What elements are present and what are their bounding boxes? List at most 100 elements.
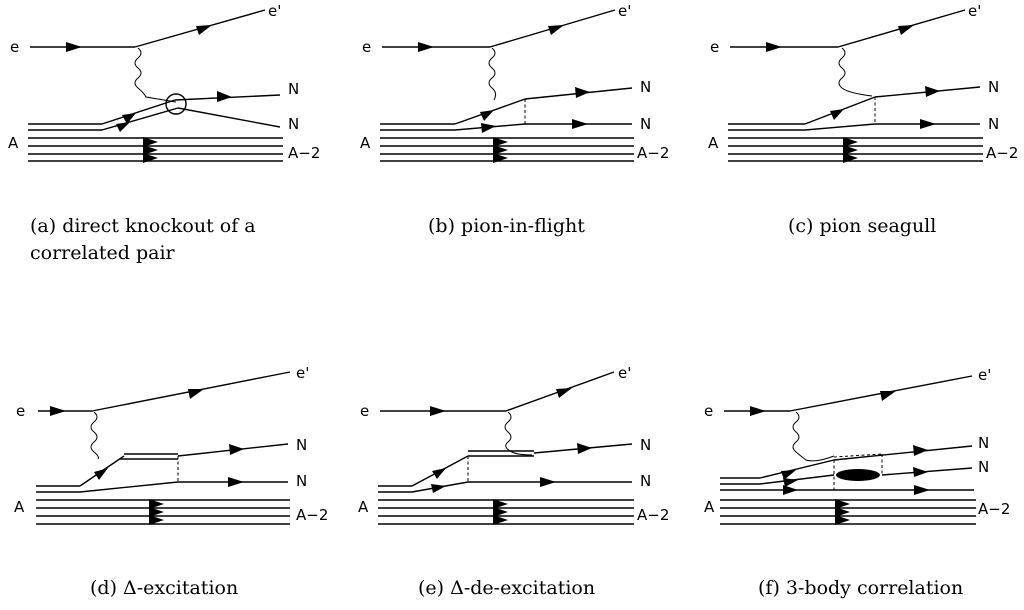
nucleon-3-in-arrow xyxy=(783,485,798,495)
virtual-photon xyxy=(134,47,177,103)
caption-c-line-1: (c) pion seagull xyxy=(788,215,937,237)
label-residual: A−2 xyxy=(986,144,1018,162)
nucleon-1-out-arrow xyxy=(217,91,232,102)
nucleon-1-in-arrow xyxy=(781,470,796,480)
nucleon-2-out-line xyxy=(177,107,281,128)
diagram-a: e e' A N N A−2 xyxy=(8,2,320,163)
caption-d: (d) Δ-excitation xyxy=(90,575,238,602)
label-target: A xyxy=(14,498,25,516)
spectator-arrow-2 xyxy=(143,145,158,155)
nucleon-1-out-line xyxy=(833,445,973,461)
label-nucleon-2: N xyxy=(288,115,299,133)
label-residual: A−2 xyxy=(288,144,320,162)
correlation-dash-top xyxy=(833,453,883,458)
virtual-photon xyxy=(488,47,497,101)
label-beam-in: e xyxy=(710,38,719,56)
label-nucleon-1: N xyxy=(288,80,299,98)
label-beam-out: e' xyxy=(268,2,281,20)
nucleon-1-out-arrow xyxy=(925,86,940,97)
label-nucleon-1: N xyxy=(978,434,989,452)
label-beam-out: e' xyxy=(618,2,631,20)
spectator-arrow-1 xyxy=(493,499,508,509)
diagram-c: e e' A N N A−2 xyxy=(708,2,1018,163)
spectator-arrow-2 xyxy=(493,507,508,517)
caption-b: (b) pion-in-flight xyxy=(428,213,585,240)
label-beam-in: e xyxy=(362,38,371,56)
caption-a-line-2: correlated pair xyxy=(30,242,175,264)
spectator-arrow-3 xyxy=(143,153,158,163)
caption-f-line-1: (f) 3-body correlation xyxy=(758,577,964,599)
nucleon-1-in-arrow xyxy=(94,468,108,480)
caption-e: (e) Δ-de-excitation xyxy=(418,575,595,602)
nucleon-1-out-arrow xyxy=(913,445,928,456)
three-body-blob xyxy=(836,469,880,481)
nucleon-track-1 xyxy=(759,459,835,479)
label-target: A xyxy=(360,134,371,152)
nucleon-1-in-arrow xyxy=(432,468,446,479)
nucleon-track-2 xyxy=(759,474,835,485)
diagram-f: e e' A N N A−2 xyxy=(704,366,1010,525)
label-nucleon-1: N xyxy=(640,436,651,454)
label-residual: A−2 xyxy=(978,500,1010,518)
label-beam-out: e' xyxy=(618,364,631,382)
nucleon-track-2 xyxy=(101,107,179,131)
nucleon-track-2 xyxy=(804,123,876,131)
spectator-arrow-2 xyxy=(493,145,508,155)
label-target: A xyxy=(8,134,19,152)
virtual-photon xyxy=(504,411,533,456)
label-beam-out: e' xyxy=(968,2,981,20)
nucleon-2-out-arrow xyxy=(572,119,588,129)
label-beam-in: e xyxy=(360,402,369,420)
label-beam-out: e' xyxy=(296,364,309,382)
nucleon-1-out-arrow xyxy=(575,87,590,98)
electron-out-arrow xyxy=(196,25,212,35)
nucleon-2-in-arrow xyxy=(481,123,496,133)
diagram-b: e e' A N N A−2 xyxy=(360,2,669,163)
label-beam-in: e xyxy=(16,402,25,420)
electron-out-arrow xyxy=(188,389,204,399)
electron-in-arrow xyxy=(430,406,446,416)
label-target: A xyxy=(708,134,719,152)
spectator-arrow-3 xyxy=(493,515,508,525)
caption-d-line-1: (d) Δ-excitation xyxy=(90,577,239,599)
caption-b-line-1: (b) pion-in-flight xyxy=(428,215,585,237)
label-nucleon-1: N xyxy=(296,436,307,454)
electron-in-arrow xyxy=(50,406,66,416)
label-nucleon-1: N xyxy=(640,78,651,96)
electron-in-arrow xyxy=(750,406,766,416)
label-target: A xyxy=(704,498,715,516)
caption-f: (f) 3-body correlation xyxy=(758,575,963,602)
nucleon-1-out-arrow xyxy=(229,444,244,455)
label-beam-in: e xyxy=(10,38,19,56)
nucleon-2-out-arrow xyxy=(913,467,928,477)
label-beam-out: e' xyxy=(978,366,991,384)
spectator-arrow-2 xyxy=(835,507,850,517)
spectator-arrow-2 xyxy=(149,507,164,517)
label-nucleon-2: N xyxy=(988,115,999,133)
caption-a: (a) direct knockout of a correlated pair xyxy=(30,213,256,267)
diagram-e: e e' A N N A−2 xyxy=(358,364,669,525)
label-nucleon-2: N xyxy=(640,472,651,490)
spectator-arrow-1 xyxy=(149,499,164,509)
virtual-photon xyxy=(90,411,99,460)
caption-a-line-1: (a) direct knockout of a xyxy=(30,215,256,237)
nucleon-track-1 xyxy=(101,99,176,125)
nucleon-2-in-arrow xyxy=(431,484,446,493)
nucleon-track-2 xyxy=(79,481,179,493)
label-nucleon-2: N xyxy=(296,472,307,490)
virtual-photon xyxy=(792,411,835,462)
spectator-arrow-3 xyxy=(493,153,508,163)
spectator-arrow-1 xyxy=(493,137,508,147)
nucleon-1-in-arrow xyxy=(480,110,494,121)
caption-e-line-1: (e) Δ-de-excitation xyxy=(418,577,596,599)
nucleon-2-out-arrow xyxy=(228,477,244,487)
spectator-arrow-3 xyxy=(843,153,858,163)
label-residual: A−2 xyxy=(637,144,669,162)
electron-in-arrow xyxy=(418,42,434,52)
spectator-arrow-1 xyxy=(143,137,158,147)
spectator-arrow-2 xyxy=(843,145,858,155)
spectator-arrow-3 xyxy=(835,515,850,525)
label-target: A xyxy=(358,498,369,516)
nucleon-2-out-arrow xyxy=(920,119,936,129)
